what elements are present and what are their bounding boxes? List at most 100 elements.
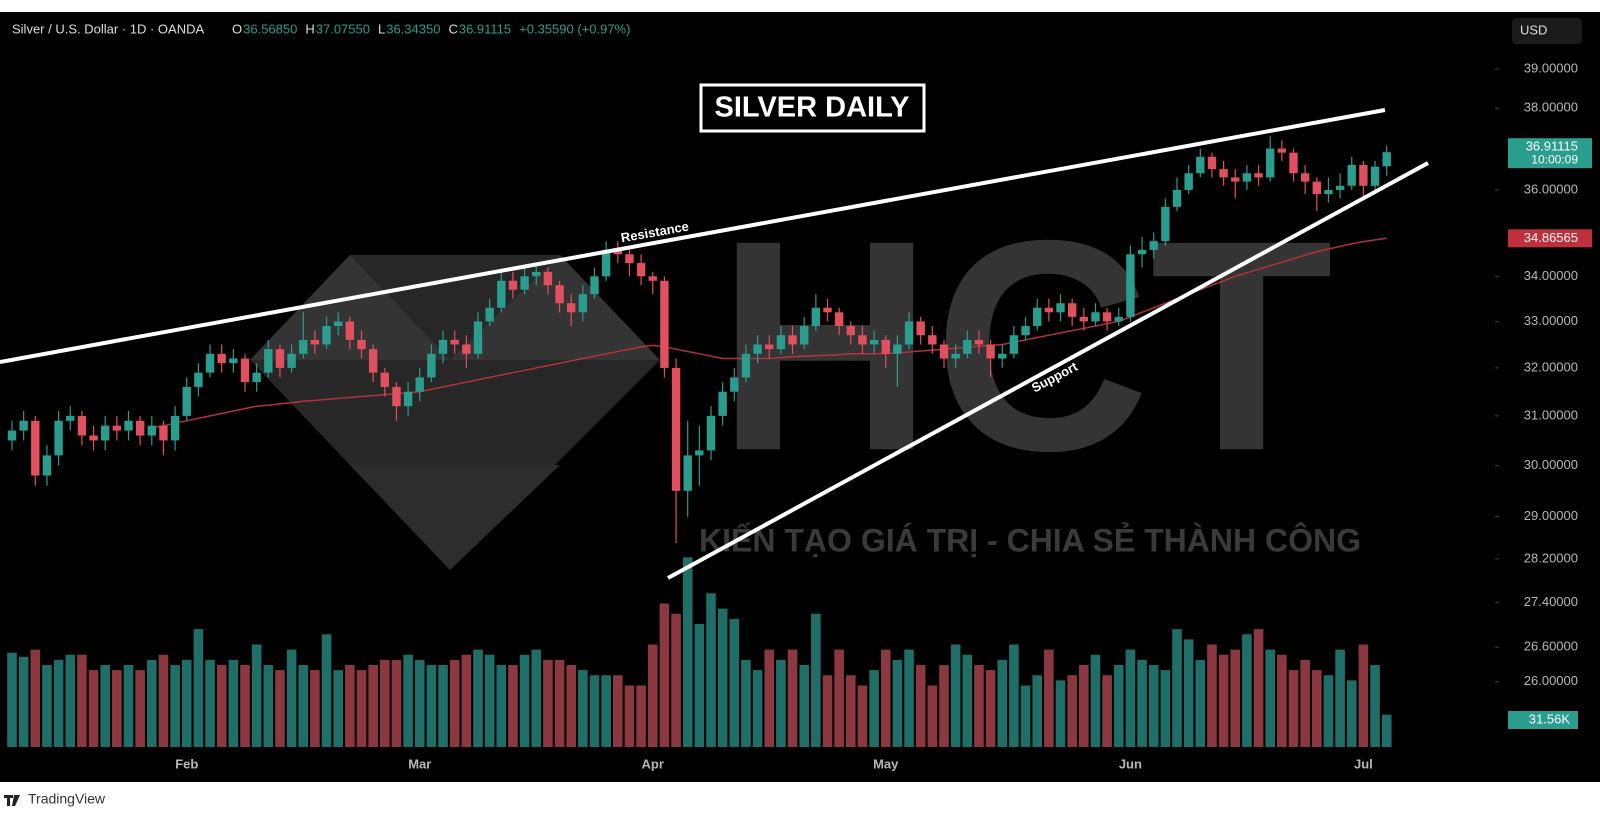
volume-bar	[799, 665, 809, 747]
volume-bar	[275, 670, 285, 747]
candle-body	[1161, 206, 1170, 242]
candle-body	[1126, 254, 1135, 317]
volume-bar	[1335, 649, 1345, 747]
candle-body	[1056, 303, 1065, 313]
volume-bar	[1370, 665, 1380, 747]
y-tick-label: 36.00000	[1524, 181, 1578, 196]
candle-body	[1149, 241, 1158, 250]
candle-body	[532, 271, 541, 277]
candle-body	[159, 425, 168, 441]
candle-body	[567, 303, 576, 313]
candle-body	[1033, 307, 1042, 327]
volume-bar	[158, 654, 169, 747]
support-line	[667, 161, 1429, 580]
volume-bar	[659, 603, 670, 747]
volume-bar	[298, 665, 309, 747]
volume-bar	[1242, 634, 1252, 747]
volume-bar	[1195, 659, 1206, 747]
volume-bar	[263, 665, 274, 747]
watermark: HCT KIẾN TẠO GIÁ TRỊ - CHIA SẺ THÀNH CÔN…	[250, 177, 1361, 570]
candle-body	[1172, 189, 1182, 207]
y-tick-label: 28.20000	[1524, 550, 1578, 565]
volume-bar	[449, 659, 460, 747]
volume-bar	[414, 659, 425, 747]
candle-body	[77, 415, 87, 436]
candle-body	[240, 358, 250, 383]
volume-bar	[589, 675, 600, 747]
volume-bar	[636, 685, 646, 747]
volume-bar	[1277, 654, 1287, 747]
candle-body	[1289, 152, 1298, 174]
volume-bar	[892, 659, 903, 747]
candle-body	[846, 326, 855, 336]
volume-bar	[1009, 644, 1019, 747]
volume-bar	[1067, 675, 1077, 747]
candle-body	[101, 425, 110, 441]
volume-bar	[228, 659, 239, 747]
volume-bar	[764, 649, 775, 747]
candle-body	[438, 339, 448, 354]
watermark-tagline: KIẾN TẠO GIÁ TRỊ - CHIA SẺ THÀNH CÔNG	[699, 522, 1361, 558]
resistance-line	[0, 108, 1386, 364]
candle-body	[1254, 173, 1263, 178]
volume-bar	[1218, 654, 1229, 747]
price-badge	[1508, 138, 1592, 169]
volume-bar	[65, 654, 76, 747]
candle-body	[1231, 177, 1240, 182]
volume-bar	[484, 654, 495, 747]
candle-body	[986, 344, 995, 359]
candle-body	[916, 321, 925, 336]
volume-bar	[997, 659, 1008, 747]
candle-body	[508, 280, 518, 290]
volume-bar	[613, 675, 623, 747]
volume-bar	[1207, 644, 1217, 747]
y-tick-label: 30.00000	[1524, 457, 1578, 472]
candle-body	[345, 321, 355, 340]
candle-body	[229, 358, 238, 364]
volume-bar	[1253, 629, 1264, 747]
volume-bar	[729, 618, 740, 747]
volume-bar	[1079, 665, 1089, 747]
chart-panel	[0, 12, 1600, 782]
currency: USD	[1520, 22, 1547, 37]
candle-body	[392, 386, 401, 407]
candle-body	[1300, 173, 1310, 182]
candle-body	[834, 312, 844, 327]
candle-body	[951, 353, 960, 359]
candle-body	[1359, 164, 1368, 186]
candle-body	[963, 339, 972, 354]
candle-body	[671, 367, 681, 491]
volume-bar	[88, 670, 99, 747]
volume-bar	[1102, 675, 1112, 747]
candle-body	[741, 353, 751, 378]
candle-body	[427, 353, 436, 378]
logo-facet	[450, 255, 660, 360]
candle-body	[217, 353, 226, 364]
candle-body	[1347, 164, 1356, 186]
candle-body	[811, 307, 821, 327]
candle-body	[124, 420, 133, 431]
volume-bar	[286, 649, 297, 747]
candle-body	[695, 450, 704, 456]
volume-bar	[904, 649, 914, 747]
candle-body	[252, 372, 261, 383]
ohlc-value: 36.56850	[243, 21, 297, 36]
candle-body	[1277, 148, 1287, 153]
volume-bar	[42, 665, 52, 747]
y-tick-label: 29.00000	[1524, 508, 1578, 523]
candle-body	[54, 420, 63, 456]
candle-body	[718, 391, 727, 416]
volume-bar	[181, 659, 192, 747]
candle-body	[1009, 335, 1019, 354]
x-tick-label: Mar	[408, 756, 431, 771]
volume-bar	[915, 665, 926, 747]
volume-bar	[694, 624, 705, 747]
candle-body	[299, 339, 308, 354]
x-tick-label: Jul	[1354, 756, 1373, 771]
volume-bar	[112, 670, 122, 747]
volume-bar	[345, 665, 355, 747]
candle-body	[485, 307, 494, 322]
x-tick-label: Feb	[175, 756, 198, 771]
candle-body	[683, 455, 692, 491]
candle-body	[205, 353, 215, 373]
